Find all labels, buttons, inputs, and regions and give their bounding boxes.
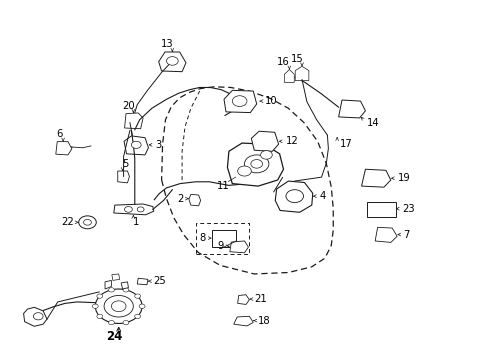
Text: 23: 23 [402,204,414,214]
Polygon shape [118,171,129,183]
Polygon shape [374,227,396,242]
Text: 21: 21 [254,294,266,304]
Text: 22: 22 [61,217,74,227]
Text: 4: 4 [319,191,325,201]
Text: 15: 15 [290,54,303,64]
Circle shape [123,320,129,325]
Text: 25: 25 [153,276,165,286]
Circle shape [166,57,178,65]
Text: 18: 18 [258,316,270,325]
Text: 14: 14 [366,118,378,128]
Circle shape [97,294,102,298]
Polygon shape [295,66,308,81]
Polygon shape [224,90,256,113]
Circle shape [33,313,43,320]
Polygon shape [114,204,154,215]
Circle shape [237,166,251,176]
Circle shape [250,159,262,168]
Text: 12: 12 [285,136,298,146]
Circle shape [97,314,102,319]
Polygon shape [229,241,248,253]
Circle shape [108,288,114,292]
Text: 8: 8 [199,233,205,243]
Circle shape [137,207,144,212]
Polygon shape [237,295,249,305]
Polygon shape [275,181,312,212]
Circle shape [232,96,246,107]
Text: 11: 11 [217,181,229,191]
Text: 3: 3 [155,140,161,150]
Bar [366,202,395,217]
Text: 1: 1 [132,217,139,227]
Polygon shape [121,282,128,289]
Polygon shape [23,307,47,326]
Text: 20: 20 [122,101,135,111]
Circle shape [92,304,98,309]
Polygon shape [338,100,365,118]
Circle shape [260,150,272,159]
Polygon shape [105,280,111,289]
Polygon shape [137,278,148,285]
Circle shape [244,155,268,173]
Circle shape [134,314,140,319]
Text: 16: 16 [277,57,289,67]
Circle shape [123,288,129,292]
Polygon shape [227,143,283,186]
Circle shape [108,320,114,325]
Circle shape [104,296,133,317]
Polygon shape [158,52,185,72]
Text: 24: 24 [106,330,122,343]
Polygon shape [251,131,278,151]
Text: 19: 19 [397,173,409,183]
Circle shape [95,289,142,323]
Text: 10: 10 [264,96,277,106]
Text: 6: 6 [56,130,62,139]
Polygon shape [284,69,294,82]
Circle shape [134,294,140,298]
Polygon shape [112,274,120,280]
Polygon shape [56,141,72,155]
Text: 13: 13 [161,39,173,49]
Bar [211,230,236,247]
Polygon shape [188,194,200,206]
Circle shape [111,301,126,312]
Circle shape [285,190,303,203]
Text: 17: 17 [339,139,352,149]
Text: 9: 9 [217,241,224,251]
Circle shape [79,216,96,229]
Polygon shape [124,113,143,129]
Polygon shape [124,136,148,155]
Text: 2: 2 [177,194,183,204]
Circle shape [124,207,132,212]
Polygon shape [233,316,253,326]
Text: 7: 7 [403,230,409,239]
Polygon shape [361,169,390,187]
Circle shape [83,220,91,225]
Text: 5: 5 [122,159,128,169]
Circle shape [131,141,141,148]
Circle shape [139,304,145,309]
